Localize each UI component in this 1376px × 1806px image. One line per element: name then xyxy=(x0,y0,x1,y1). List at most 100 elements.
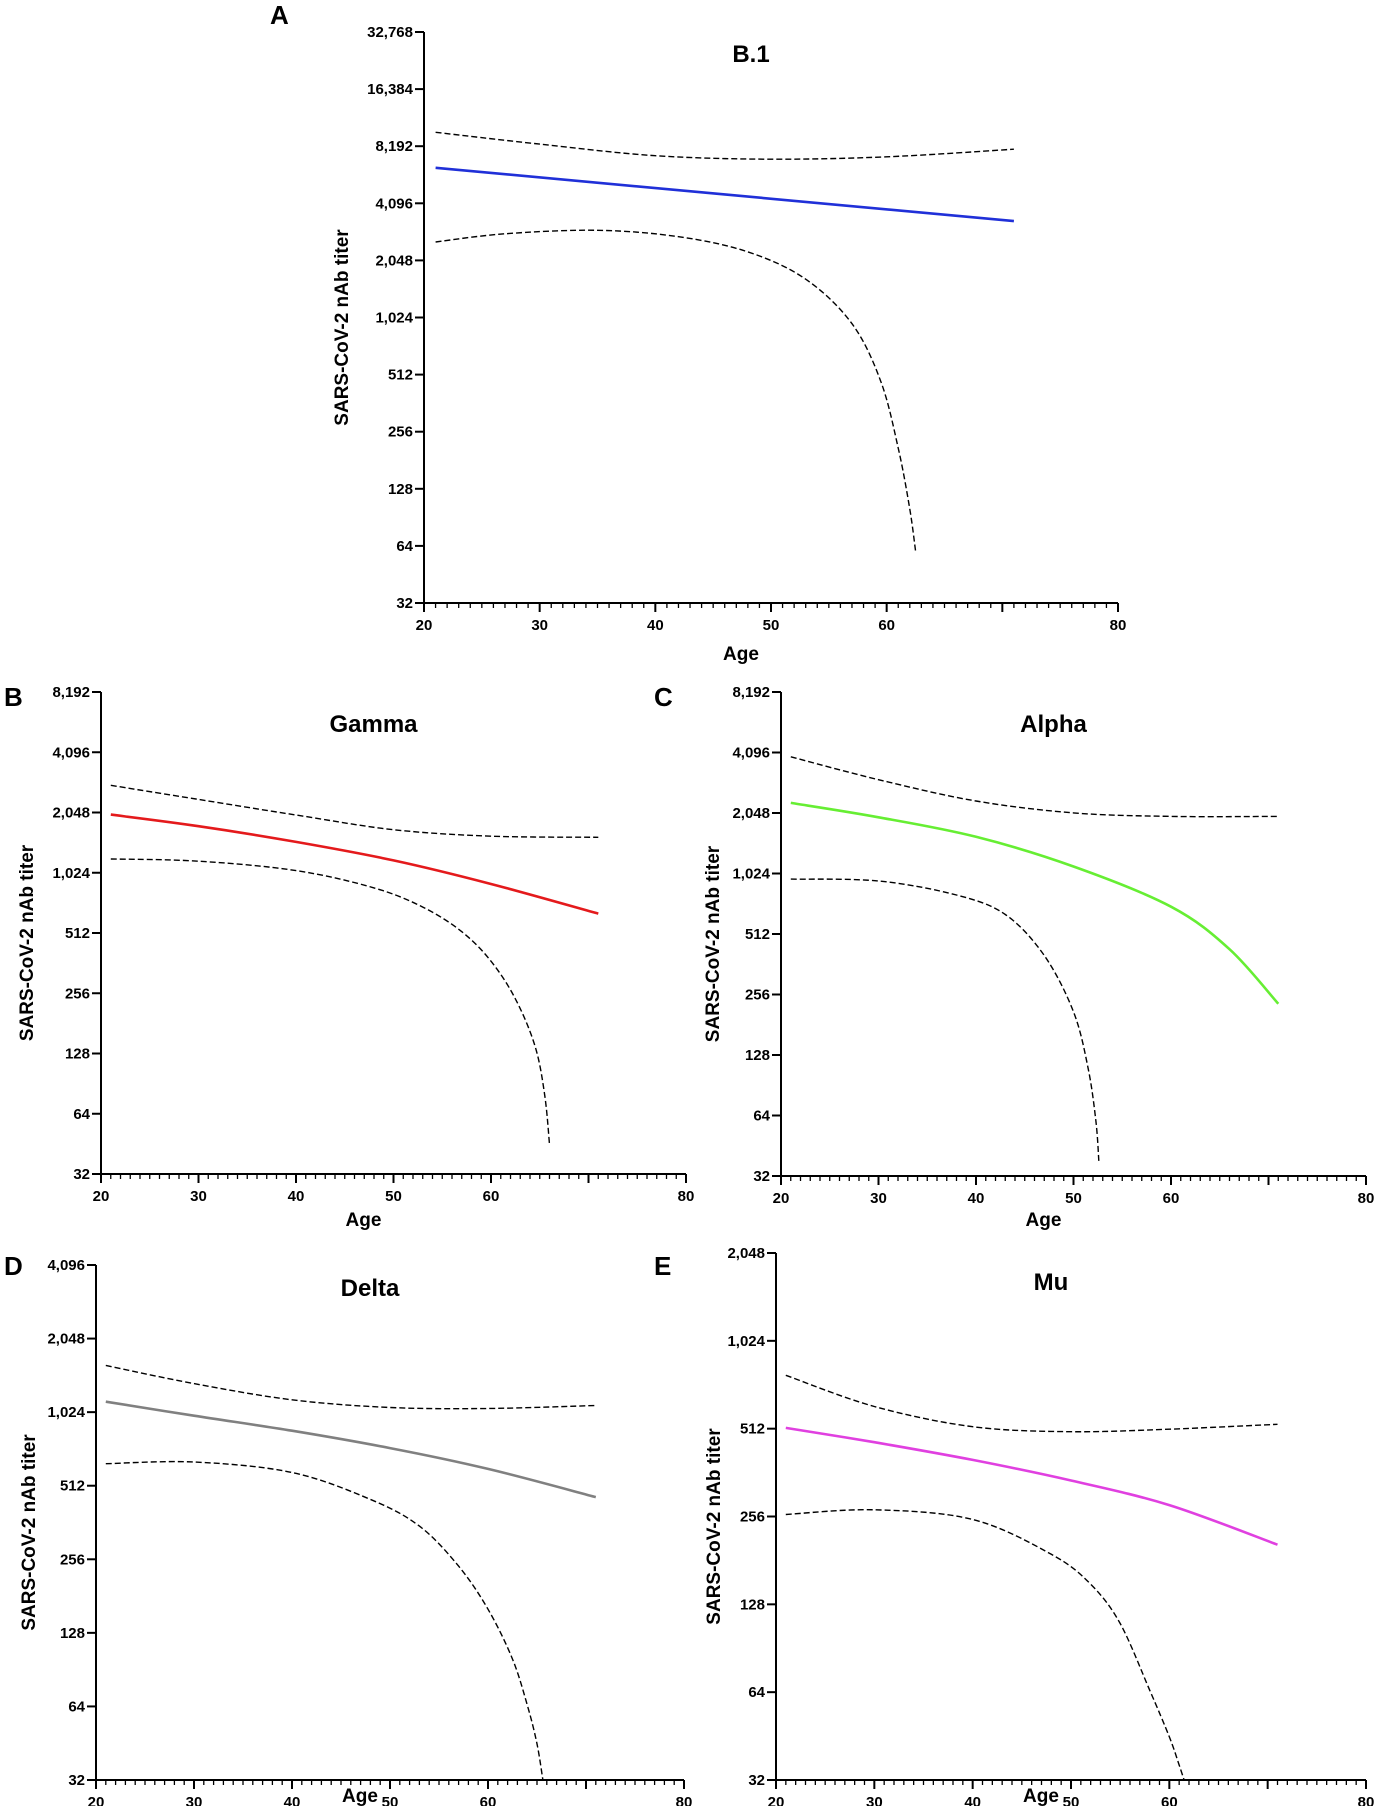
y-tick-label: 8,192 xyxy=(375,138,413,155)
y-tick-label: 512 xyxy=(388,367,413,384)
lower-ci-line xyxy=(110,858,551,1145)
x-axis-label: Age xyxy=(1023,1786,1059,1806)
chart-title: B.1 xyxy=(732,41,769,68)
y-tick-label: 128 xyxy=(388,481,413,498)
chart-title: Delta xyxy=(341,1275,400,1302)
y-tick-label: 64 xyxy=(753,1108,770,1125)
x-tick-label: 20 xyxy=(88,1794,105,1806)
y-tick-label: 128 xyxy=(745,1047,770,1064)
chart-panel-b: B Gamma 32 64 128 256 512 1,024 2,048 4,096 8,192 2… xyxy=(4,682,694,1231)
x-tick-label: 40 xyxy=(284,1794,301,1806)
x-tick-label: 40 xyxy=(288,1188,305,1205)
x-tick-label: 60 xyxy=(878,617,895,634)
y-tick-label: 256 xyxy=(65,985,90,1002)
y-tick-label: 1,024 xyxy=(727,1333,765,1350)
x-tick-label: 50 xyxy=(385,1188,402,1205)
y-tick-label: 128 xyxy=(60,1625,85,1642)
panel-letter: E xyxy=(654,1251,671,1281)
y-tick-label: 128 xyxy=(740,1596,765,1613)
lower-ci-line xyxy=(435,229,917,552)
y-tick-label: 64 xyxy=(68,1698,85,1715)
y-tick-label: 4,096 xyxy=(375,195,413,212)
y-axis-label: SARS-CoV-2 nAb titer xyxy=(703,845,724,1042)
chart-title: Alpha xyxy=(1020,711,1087,738)
x-tick-label: 60 xyxy=(1163,1190,1180,1207)
x-tick-label: 20 xyxy=(773,1190,790,1207)
y-axis-label: SARS-CoV-2 nAb titer xyxy=(332,229,353,426)
y-tick-label: 1,024 xyxy=(732,866,770,883)
chart-panel-c: C Alpha 32 64 128 256 512 1,024 2,048 4,096 8,192 2… xyxy=(654,682,1374,1231)
y-tick-label: 1,024 xyxy=(375,310,413,327)
x-tick-label: 30 xyxy=(866,1794,883,1806)
chart-panel-d: D Delta 32 64 128 256 512 1,024 2,048 4,096 20 30 40… xyxy=(4,1251,692,1806)
y-tick-label: 256 xyxy=(60,1551,85,1568)
regression-line xyxy=(110,813,599,915)
y-tick-label: 4,096 xyxy=(732,745,770,762)
x-tick-label: 80 xyxy=(676,1794,693,1806)
x-tick-label: 60 xyxy=(480,1794,497,1806)
y-axis-label: SARS-CoV-2 nAb titer xyxy=(17,844,38,1041)
x-tick-label: 80 xyxy=(1358,1794,1375,1806)
y-tick-label: 32 xyxy=(396,595,413,612)
y-tick-label: 1,024 xyxy=(52,865,90,882)
x-tick-label: 80 xyxy=(678,1188,695,1205)
chart-title: Gamma xyxy=(329,711,418,738)
upper-ci-line xyxy=(105,1364,596,1410)
y-tick-label: 8,192 xyxy=(732,684,770,701)
y-tick-label: 4,096 xyxy=(52,744,90,761)
x-tick-label: 50 xyxy=(1063,1794,1080,1806)
x-axis-label: Age xyxy=(1026,1210,1062,1231)
y-tick-label: 2,048 xyxy=(52,805,90,822)
upper-ci-line xyxy=(790,756,1279,818)
y-tick-label: 1,024 xyxy=(47,1404,85,1421)
y-tick-label: 256 xyxy=(745,987,770,1004)
x-axis-label: Age xyxy=(346,1210,382,1231)
x-tick-label: 30 xyxy=(870,1190,887,1207)
lower-ci-line xyxy=(790,878,1100,1162)
panel-letter: C xyxy=(654,682,673,712)
lower-ci-line xyxy=(105,1460,544,1781)
y-tick-label: 8,192 xyxy=(52,684,90,701)
y-tick-label: 64 xyxy=(748,1684,765,1701)
panel-letter: D xyxy=(4,1251,23,1281)
regression-line xyxy=(435,166,1015,223)
x-tick-label: 50 xyxy=(1065,1190,1082,1207)
x-tick-label: 40 xyxy=(968,1190,985,1207)
y-tick-label: 256 xyxy=(388,424,413,441)
regression-line xyxy=(105,1400,597,1499)
x-tick-label: 40 xyxy=(647,617,664,634)
y-tick-label: 2,048 xyxy=(727,1245,765,1262)
chart-panel-a: A B.1 32 64 128 256 512 1,024 2,048 4,096 8,192 16,… xyxy=(270,0,1126,665)
x-tick-label: 30 xyxy=(186,1794,203,1806)
y-tick-label: 512 xyxy=(60,1478,85,1495)
y-tick-label: 2,048 xyxy=(375,252,413,269)
upper-ci-line xyxy=(435,131,1014,160)
x-tick-label: 40 xyxy=(964,1794,981,1806)
y-tick-label: 128 xyxy=(65,1046,90,1063)
x-axis-label: Age xyxy=(723,644,759,665)
x-tick-label: 80 xyxy=(1358,1190,1375,1207)
x-tick-label: 50 xyxy=(763,617,780,634)
y-tick-label: 32 xyxy=(73,1166,90,1183)
y-tick-label: 4,096 xyxy=(47,1257,85,1274)
y-tick-label: 512 xyxy=(740,1421,765,1438)
x-tick-label: 60 xyxy=(1161,1794,1178,1806)
chart-title: Mu xyxy=(1034,1269,1069,1296)
chart-panel-e: E Mu 32 64 128 256 512 1,024 2,048 20 30 40 50 60 80 Ag… xyxy=(654,1245,1374,1806)
lower-ci-line xyxy=(785,1508,1185,1781)
upper-ci-line xyxy=(110,784,599,838)
x-tick-label: 20 xyxy=(416,617,433,634)
panel-letter: A xyxy=(270,0,289,30)
regression-line xyxy=(785,1426,1278,1546)
y-tick-label: 32,768 xyxy=(367,24,413,41)
y-axis-label: SARS-CoV-2 nAb titer xyxy=(704,1428,725,1625)
y-tick-label: 256 xyxy=(740,1509,765,1526)
x-tick-label: 30 xyxy=(531,617,548,634)
x-tick-label: 80 xyxy=(1110,617,1127,634)
y-tick-label: 16,384 xyxy=(367,81,414,98)
x-tick-label: 20 xyxy=(768,1794,785,1806)
x-tick-label: 60 xyxy=(483,1188,500,1205)
x-tick-label: 50 xyxy=(382,1794,399,1806)
y-tick-label: 64 xyxy=(396,538,413,555)
y-tick-label: 32 xyxy=(68,1772,85,1789)
